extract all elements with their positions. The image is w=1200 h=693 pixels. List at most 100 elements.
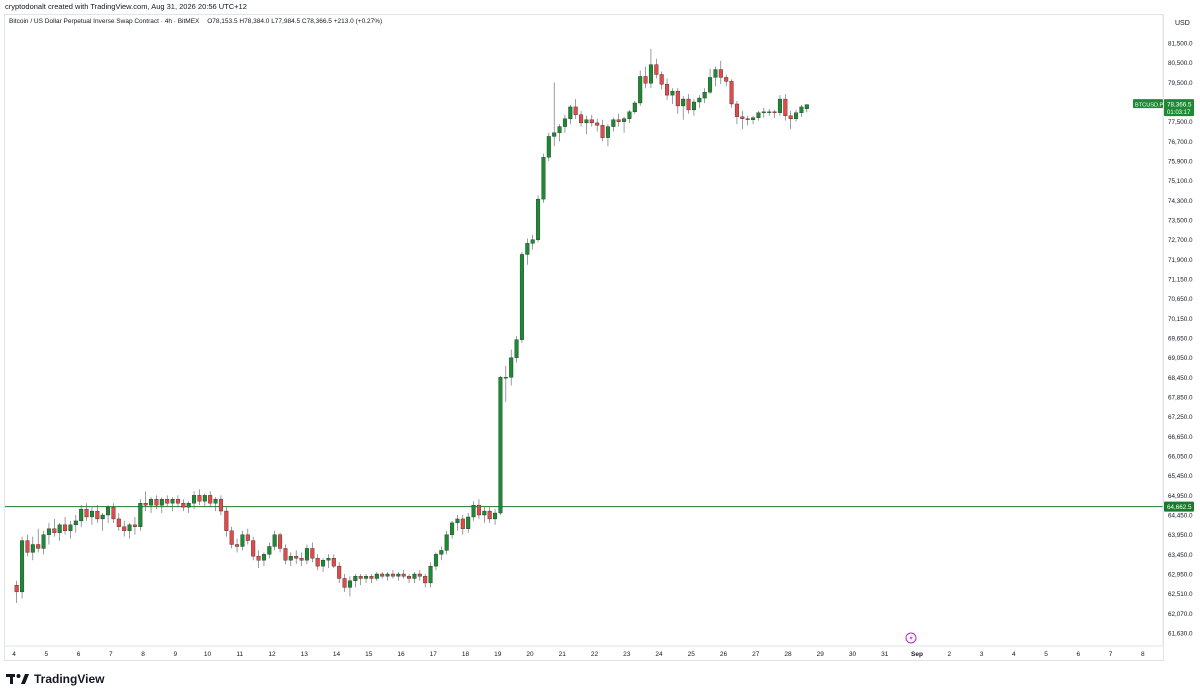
candle-down xyxy=(143,503,148,506)
candle-down xyxy=(600,125,605,138)
time-tick-label: 22 xyxy=(591,651,599,658)
candle-down xyxy=(729,81,734,105)
candle-up xyxy=(433,554,438,567)
price-tick-label: 67,850.0 xyxy=(1168,395,1193,402)
legend-open: O78,153.5 xyxy=(207,18,238,25)
event-marker-icon xyxy=(905,632,917,644)
candle-down xyxy=(154,499,159,506)
candle-up xyxy=(794,112,799,119)
candle-up xyxy=(444,534,449,551)
candle-down xyxy=(734,103,739,117)
candle-up xyxy=(493,512,498,520)
candle-down xyxy=(132,524,137,527)
candle-up xyxy=(68,524,73,531)
candle-up xyxy=(751,117,756,120)
time-tick-label: 15 xyxy=(365,651,373,658)
candle-up xyxy=(73,520,78,526)
price-tick-label: 79,500.0 xyxy=(1168,80,1193,87)
time-tick-label: 13 xyxy=(301,651,309,658)
candle-up xyxy=(127,524,132,531)
price-tick-label: 77,500.0 xyxy=(1168,119,1193,126)
candle-down xyxy=(299,558,304,561)
candle-up xyxy=(57,524,62,533)
candle-down xyxy=(675,91,680,107)
candle-up xyxy=(240,534,245,547)
candle-down xyxy=(369,576,374,579)
time-tick-label: 6 xyxy=(1076,651,1080,658)
time-tick-label: 23 xyxy=(623,651,631,658)
candle-down xyxy=(407,576,412,579)
candle-up xyxy=(584,119,589,124)
price-tick-label: 67,250.0 xyxy=(1168,414,1193,421)
time-tick-label: 19 xyxy=(494,651,502,658)
candle-up xyxy=(326,558,331,561)
candle-up xyxy=(347,580,352,588)
price-tick-label: 71,150.0 xyxy=(1168,277,1193,284)
candle-up xyxy=(261,554,266,561)
time-tick-label: 28 xyxy=(784,651,792,658)
candle-up xyxy=(804,104,809,109)
time-tick-label: 5 xyxy=(1044,651,1048,658)
symbol-tag-text: BTCUSD.P xyxy=(1135,102,1164,108)
time-tick-label: 7 xyxy=(1109,651,1113,658)
candle-up xyxy=(611,119,616,127)
price-tick-label: 71,900.0 xyxy=(1168,257,1193,264)
time-tick-label: 18 xyxy=(462,651,470,658)
candle-up xyxy=(756,112,761,118)
time-tick-label: 10 xyxy=(204,651,212,658)
price-tick-label: 64,450.0 xyxy=(1168,513,1193,520)
legend-change: +213.0 (+0.27%) xyxy=(333,18,383,25)
candle-up xyxy=(79,508,84,522)
candle-up xyxy=(691,101,696,111)
candle-down xyxy=(423,576,428,584)
price-tick-label: 61,630.0 xyxy=(1168,631,1193,638)
candle-down xyxy=(589,119,594,124)
candle-up xyxy=(777,98,782,113)
price-tick-label: 81,500.0 xyxy=(1168,41,1193,48)
tradingview-logo: TradingView xyxy=(6,672,104,686)
candle-down xyxy=(686,98,691,111)
legend-symbol: Bitcoin / US Dollar Perpetual Inverse Sw… xyxy=(9,18,200,25)
time-tick-label: 26 xyxy=(720,651,728,658)
candle-down xyxy=(665,84,670,96)
legend-low: L77,984.5 xyxy=(271,18,301,25)
candle-up xyxy=(622,118,627,122)
last-price-label: BTCUSD.P 78,366.5 01:03:17 xyxy=(1133,99,1194,117)
candle-down xyxy=(181,503,186,508)
candle-up xyxy=(552,132,557,137)
candle-up xyxy=(697,97,702,103)
candle-down xyxy=(380,573,385,577)
legend-high: H78,384.0 xyxy=(239,18,270,25)
candle-up xyxy=(30,544,35,553)
price-tick-label: 70,150.0 xyxy=(1168,316,1193,323)
candle-up xyxy=(321,560,326,567)
candle-up xyxy=(46,528,51,535)
candle-up xyxy=(192,495,197,504)
candle-down xyxy=(218,499,223,512)
time-tick-label: 8 xyxy=(1141,651,1145,658)
candle-down xyxy=(251,540,256,557)
time-tick-label: 20 xyxy=(526,651,534,658)
price-tick-label: 62,510.0 xyxy=(1168,591,1193,598)
candle-up xyxy=(509,357,514,378)
time-tick-label: 29 xyxy=(817,651,825,658)
candle-up xyxy=(149,499,154,506)
candle-up xyxy=(100,514,105,520)
price-axis-unit: USD xyxy=(1175,20,1190,27)
candle-up xyxy=(304,548,309,561)
time-tick-label: 12 xyxy=(268,651,276,658)
candle-up xyxy=(41,534,46,549)
candle-up xyxy=(482,510,487,516)
candle-down xyxy=(595,122,600,126)
candle-down xyxy=(643,76,648,84)
candle-down xyxy=(52,528,57,533)
candle-up xyxy=(213,499,218,504)
candle-up xyxy=(138,503,143,527)
candle-down xyxy=(772,111,777,113)
price-tick-label: 76,700.0 xyxy=(1168,139,1193,146)
candle-down xyxy=(95,510,100,520)
candle-up xyxy=(503,377,508,379)
time-tick-label: 11 xyxy=(236,651,243,658)
candle-down xyxy=(25,540,30,553)
